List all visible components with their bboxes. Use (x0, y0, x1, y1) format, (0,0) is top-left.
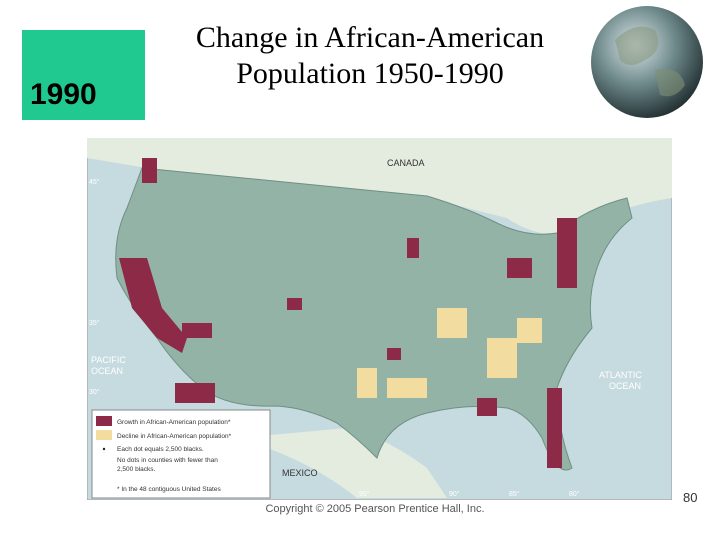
ocean-label: OCEAN (91, 366, 123, 376)
globe (591, 6, 703, 118)
legend-text: Growth in African-American population* (117, 419, 231, 426)
title-line: Change in African-American (195, 21, 545, 54)
page-number: 80 (683, 490, 698, 505)
legend-text: Each dot equals 2,500 blacks. (117, 446, 204, 453)
country-label: CANADA (387, 158, 425, 168)
year-badge: 1990 (22, 30, 145, 120)
legend-text: * In the 48 contiguous United States (117, 486, 221, 493)
title-line: Population 1950-1990 (236, 57, 504, 90)
copyright: Copyright © 2005 Pearson Prentice Hall, … (265, 503, 485, 515)
longitude-label: 95° (359, 490, 370, 498)
latitude-label: 30° (89, 388, 100, 396)
longitude-label: 80° (569, 490, 580, 498)
legend: Growth in African-American population* D… (91, 409, 271, 499)
slide-title: Change in African-American Population 19… (170, 20, 570, 92)
ocean-label: PACIFIC (91, 355, 126, 365)
latitude-label: 45° (89, 178, 100, 186)
country-label: MEXICO (282, 468, 318, 478)
longitude-label: 90° (449, 490, 460, 498)
legend-text: 2,500 blacks. (117, 466, 155, 473)
latitude-label: 35° (89, 319, 100, 327)
legend-text: No dots in counties with fewer than (117, 457, 218, 464)
map: CANADA PACIFIC OCEAN ATLANTIC OCEAN MEXI… (87, 138, 672, 500)
legend-dot (102, 447, 106, 451)
ocean-label: OCEAN (609, 381, 641, 391)
year-badge-text: 1990 (30, 78, 97, 111)
legend-swatch (96, 416, 112, 426)
legend-text: Decline in African-American population* (117, 433, 232, 440)
longitude-label: 85° (509, 490, 520, 498)
ocean-label: ATLANTIC (599, 370, 642, 380)
legend-swatch (96, 430, 112, 440)
